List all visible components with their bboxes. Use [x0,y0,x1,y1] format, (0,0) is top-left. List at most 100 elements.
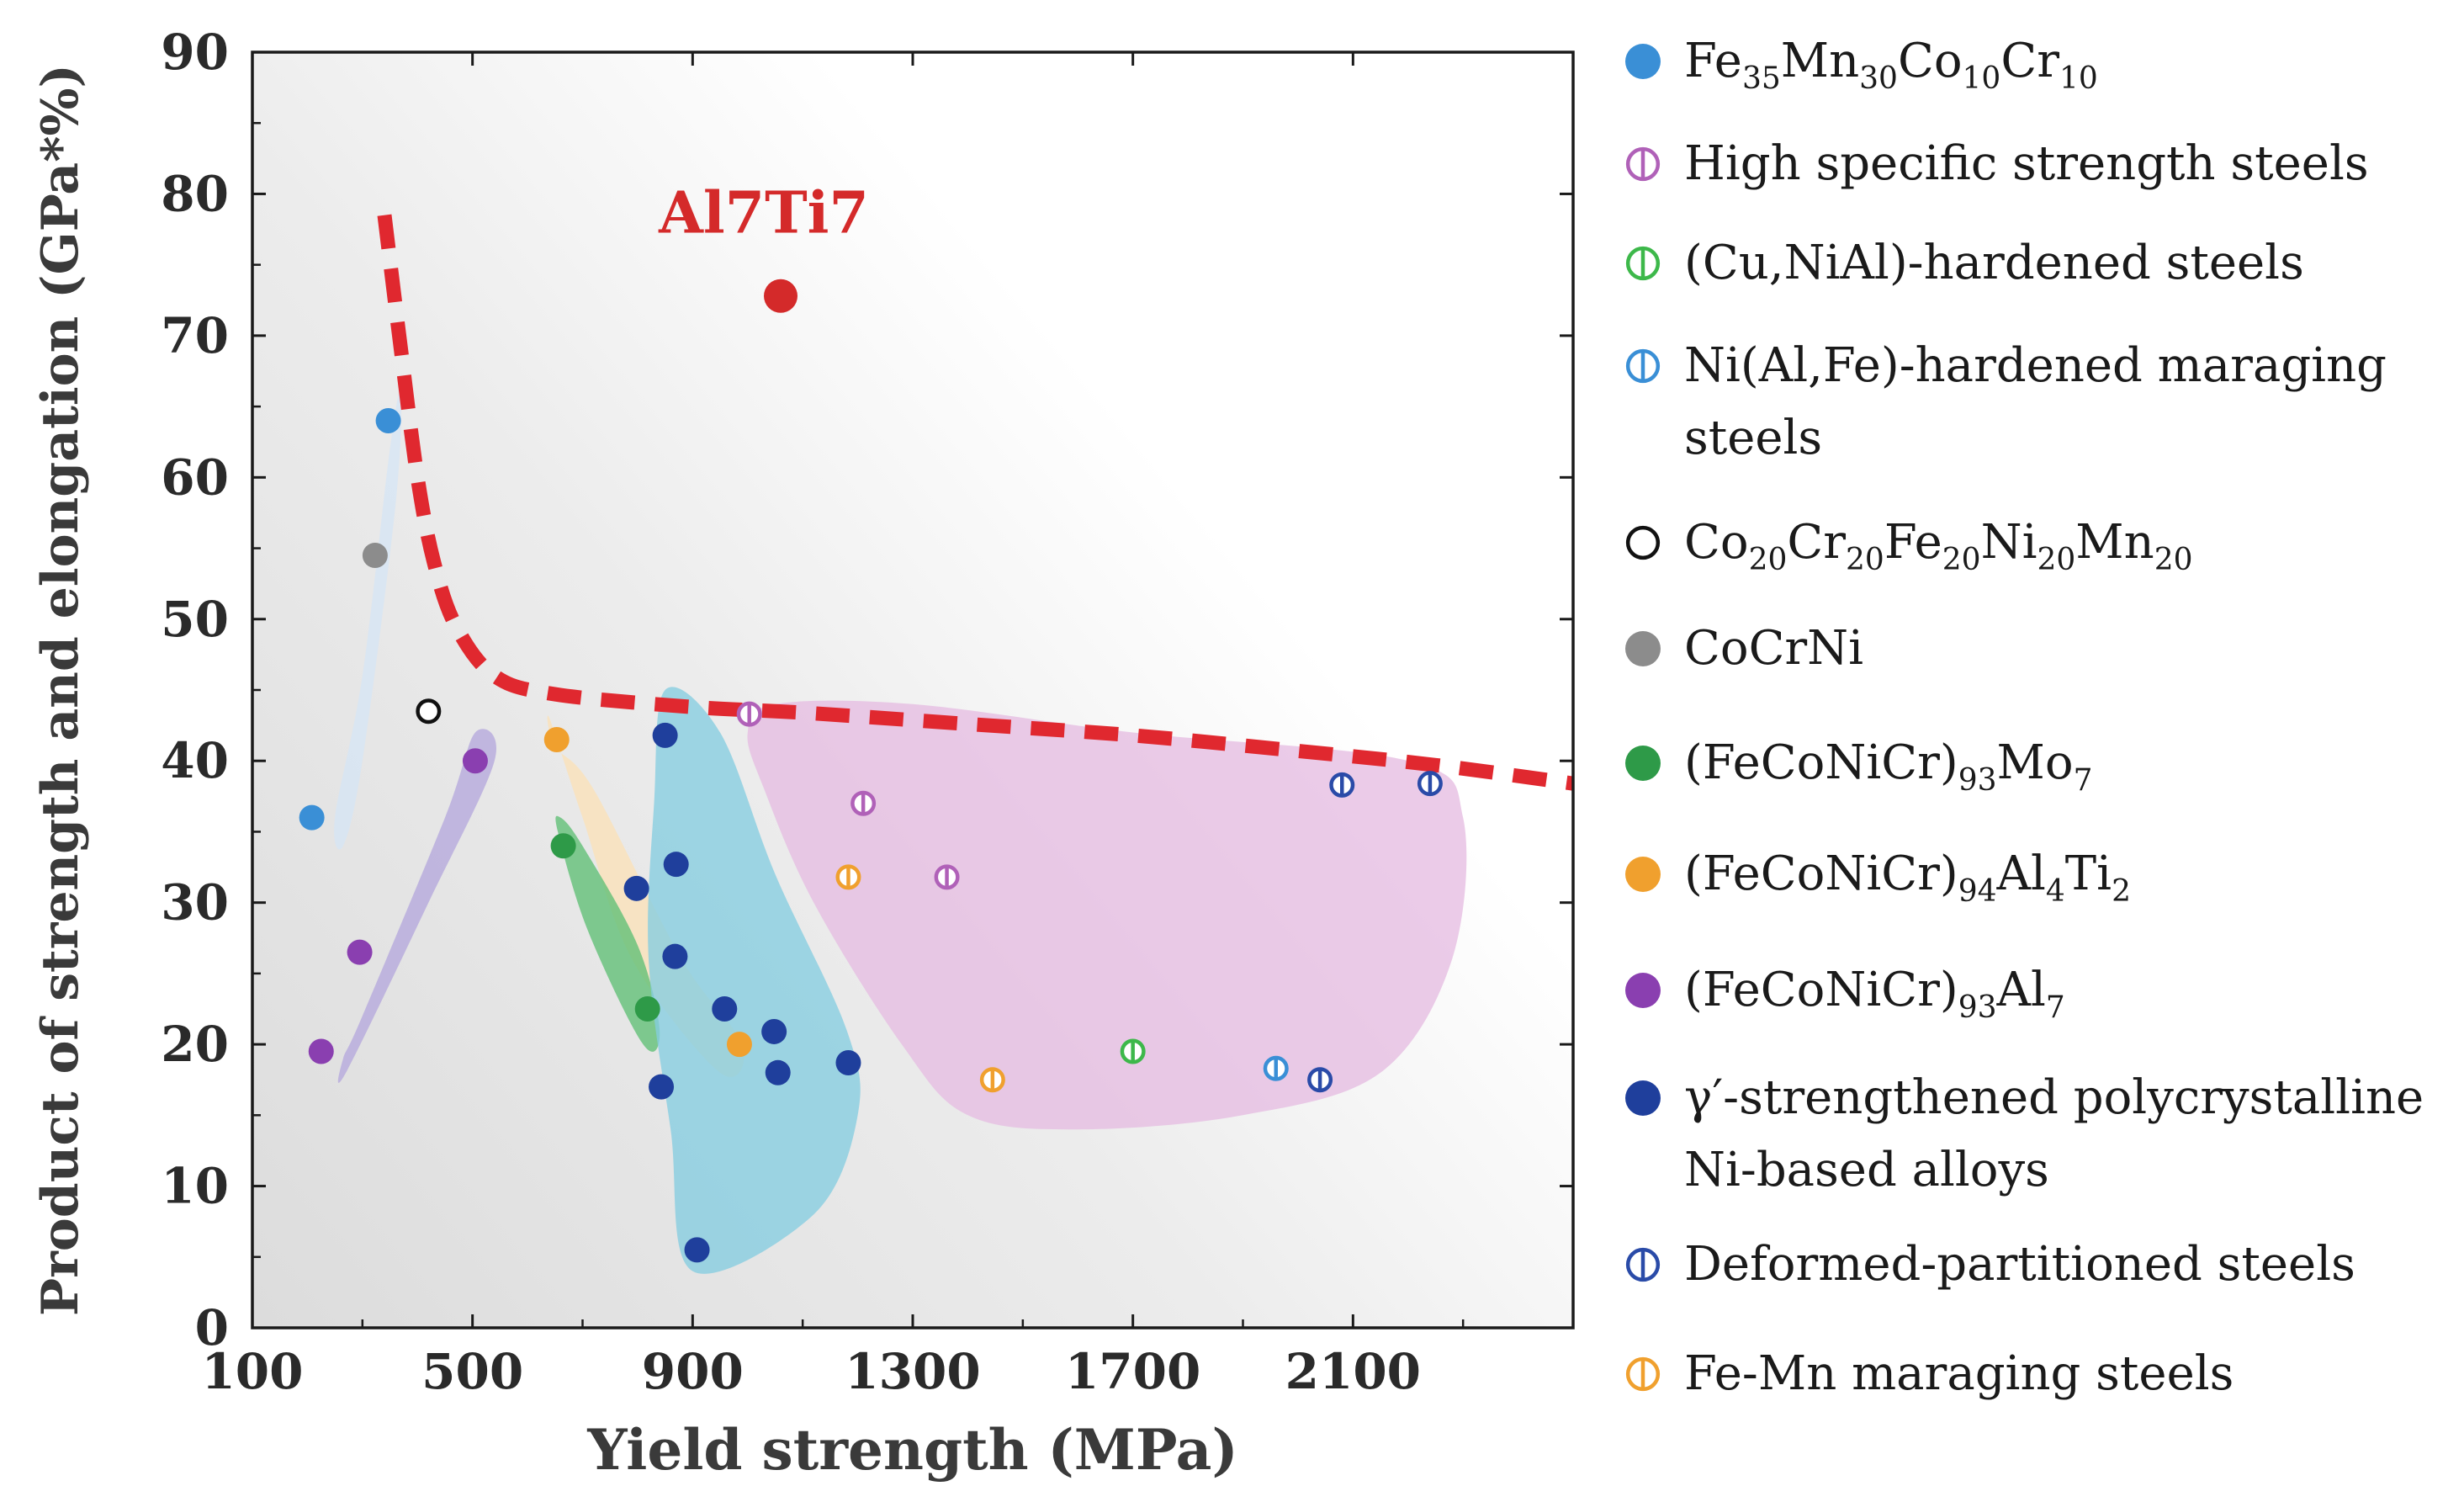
legend-label-11: Fe-Mn maraging steels [1684,1338,2233,1410]
legend-text-8: (FeCoNiCr)93Al7 [1684,954,2065,1027]
legend-label-part: 10 [2059,61,2098,96]
point-s8-2 [462,748,488,774]
legend-label-10: Deformed-partitioned steels [1684,1229,2355,1301]
legend-text-3: Ni(Al,Fe)-hardened maraging steels [1684,330,2387,475]
legend-item-7: (FeCoNiCr)94Al4Ti2 [1622,838,2131,910]
legend-label-part: 35 [1741,61,1781,96]
legend-label-part: Fe [1684,34,1742,88]
legend-label-1: High specific strength steels [1684,128,2369,200]
legend-marker-0 [1625,44,1661,79]
point-s9-7 [835,1050,861,1076]
legend-item-11: Fe-Mn maraging steels [1622,1338,2233,1410]
point-s7-1 [726,1032,752,1058]
legend-label-9: γ′-strengthened polycrystalline [1684,1062,2424,1134]
point-s3-0 [1263,1055,1289,1081]
legend-text-7: (FeCoNiCr)94Al4Ti2 [1684,838,2131,910]
legend-marker-shape-9-dot [1625,1080,1661,1116]
x-tick-label-3: 1300 [845,1343,980,1400]
legend-marker-shape-0-dot [1625,44,1661,79]
region-1 [337,729,497,1083]
legend-label-line2-9: Ni-based alloys [1684,1143,2049,1197]
point-s9-3-dot [662,943,688,969]
point-s9-0 [652,722,678,748]
point-s6-0 [550,833,576,859]
legend-label-part: 20 [1748,543,1788,577]
legend-marker-shape-10 [1625,1247,1661,1282]
legend-label-3: Ni(Al,Fe)-hardened maraging [1684,330,2387,402]
legend-item-1: High specific strength steels [1622,128,2369,200]
legend-marker-5 [1625,631,1661,666]
legend-text-1: High specific strength steels [1684,128,2369,200]
y-tick-label-1: 10 [161,1158,229,1215]
legend-label-part: Deformed-partitioned steels [1684,1237,2355,1292]
legend-label-part: Co [1897,34,1963,88]
point-s9-1 [663,852,689,878]
point-s9-4 [712,996,738,1022]
legend-marker-shape-3 [1625,348,1661,384]
point-s10-2 [1307,1067,1333,1093]
legend-label-part: Fe-Mn maraging steels [1684,1346,2234,1401]
x-tick-label-4: 1700 [1065,1343,1200,1400]
legend-label-part: Cr [1787,515,1846,570]
legend-label-part: Al [1996,847,2046,901]
legend-item-4: Co20Cr20Fe20Ni20Mn20 [1622,507,2193,579]
point-s5-0-dot [362,542,388,568]
legend-text-4: Co20Cr20Fe20Ni20Mn20 [1684,507,2193,579]
legend-marker-3 [1625,348,1661,384]
y-tick-label-9: 90 [161,24,229,81]
y-tick-label-5: 50 [161,591,229,648]
legend-marker-shape-6-dot [1625,746,1661,781]
point-s9-6-dot [765,1059,791,1085]
x-tick-label-2: 900 [642,1343,744,1400]
legend-marker-8 [1625,973,1661,1008]
legend-label-part: 30 [1859,61,1898,96]
point-s7-1-dot [726,1032,752,1058]
legend-label-part: Ti [2064,847,2112,901]
al7ti7-annotation: Al7Ti7 [658,180,869,247]
legend-marker-shape-5 [1625,631,1661,666]
point-s9-5-dot [761,1018,787,1044]
legend-text-9: γ′-strengthened polycrystalline Ni-based … [1684,1062,2424,1207]
x-tick-label-0: 100 [201,1343,303,1400]
x-tick-label-1: 500 [421,1343,523,1400]
legend-item-3: Ni(Al,Fe)-hardened maraging steels [1622,330,2387,475]
legend-label-part: Co [1684,515,1749,570]
legend-label-part: 7 [2073,763,2093,798]
legend-label-part: 20 [1846,543,1884,577]
point-s1-0 [736,701,762,727]
y-tick-label-4: 40 [161,732,229,789]
legend-item-5: CoCrNi [1622,613,1863,685]
legend-label-part: γ′-strengthened polycrystalline [1684,1070,2424,1125]
point-s5-0 [362,542,388,568]
legend-label-5: CoCrNi [1684,613,1863,685]
point-s8-0 [308,1038,334,1064]
y-tick-label-2: 20 [161,1016,229,1073]
legend-label-part: Ni [1980,515,2037,570]
point-s0-1-dot [375,407,401,433]
point-s8-1-dot [347,939,373,965]
legend-marker-shape-8-dot [1625,973,1661,1008]
legend-label-part: Fe [1884,515,1942,570]
legend-label-part: 93 [1958,763,1997,798]
legend-label-0: Fe35Mn30Co10Cr10 [1684,25,2098,98]
legend-label-part: 10 [1962,61,2001,96]
point-s0-0-dot [299,804,325,831]
point-s8-1 [347,939,373,965]
point-s9-8-dot [649,1074,675,1100]
x-tick-label-5: 2100 [1285,1343,1421,1400]
point-s10-0 [1329,772,1355,798]
legend-label-line2-3: steels [1684,411,1823,465]
point-s4-0 [416,698,442,724]
point-s9-1-dot [663,852,689,878]
y-tick-label-8: 80 [161,165,229,222]
legend-marker-1 [1625,146,1661,182]
y-tick-label-6: 60 [161,448,229,506]
legend-label-part: 7 [2045,990,2065,1025]
point-s9-2 [623,875,649,901]
legend-marker-11 [1625,1356,1661,1392]
legend-label-part: (FeCoNiCr) [1684,963,1958,1017]
axes: 100 500 900 1300 1700 2100 0 10 20 30 40 50 60 70 80 90 [161,24,1575,1400]
legend-label-part: 93 [1958,990,1997,1025]
point-s9-4-dot [712,996,738,1022]
point-s9-6 [765,1059,791,1085]
